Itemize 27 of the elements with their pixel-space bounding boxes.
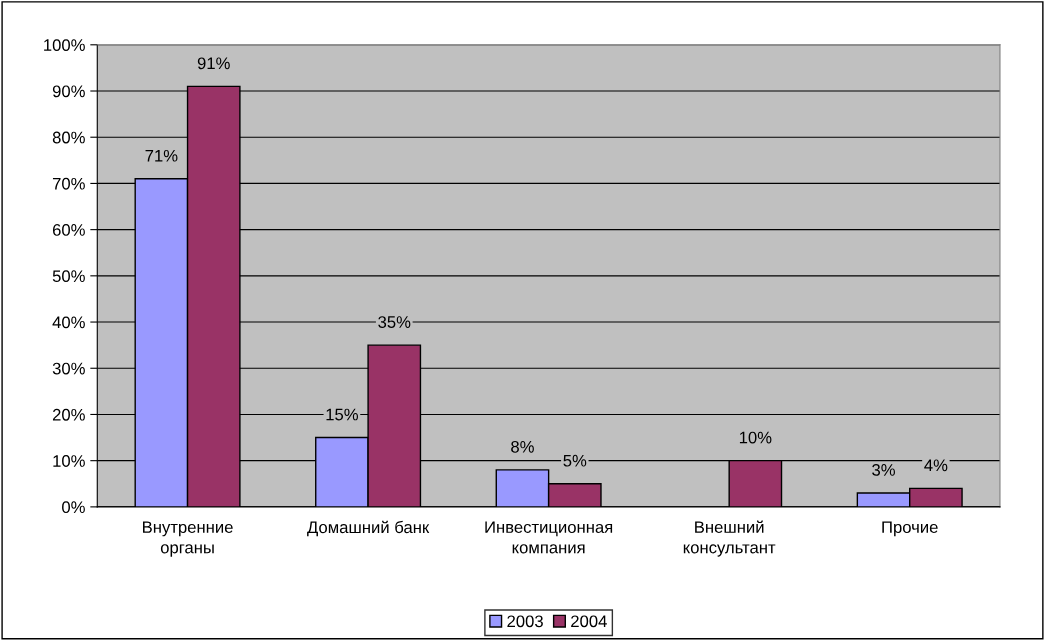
- data-label: 91%: [197, 57, 230, 70]
- y-tick-label: 30%: [52, 362, 85, 375]
- x-tick-label: Внешний консультант: [683, 520, 776, 557]
- y-tick-label: 70%: [52, 177, 85, 190]
- data-label: 3%: [872, 464, 895, 476]
- y-tick-label: 60%: [52, 224, 85, 236]
- y-tick-label: 10%: [53, 455, 85, 467]
- y-tick-label: 20%: [52, 408, 85, 421]
- data-label: 35%: [378, 316, 411, 328]
- data-label: 15%: [326, 408, 358, 421]
- y-tick-label: 90%: [52, 85, 85, 98]
- data-label: 71%: [145, 149, 178, 162]
- x-tick-label: Домашний банк: [307, 520, 430, 537]
- y-tick-label: 40%: [52, 316, 85, 329]
- x-tick-label: Внутренние органы: [143, 521, 233, 557]
- legend-label: 2004: [571, 615, 607, 628]
- y-tick-label: 100%: [44, 39, 85, 51]
- data-label: 8%: [511, 440, 534, 453]
- data-label: 4%: [924, 459, 948, 472]
- y-tick-label: 80%: [52, 131, 85, 144]
- x-tick-label: Инвестиционная компания: [485, 521, 613, 554]
- y-tick-label: 0%: [62, 501, 85, 514]
- legend-label: 2003: [507, 615, 543, 628]
- data-label: 5%: [563, 454, 587, 467]
- x-tick-label: Прочие: [882, 521, 938, 537]
- data-label: 10%: [739, 431, 772, 444]
- y-tick-label: 50%: [52, 270, 85, 283]
